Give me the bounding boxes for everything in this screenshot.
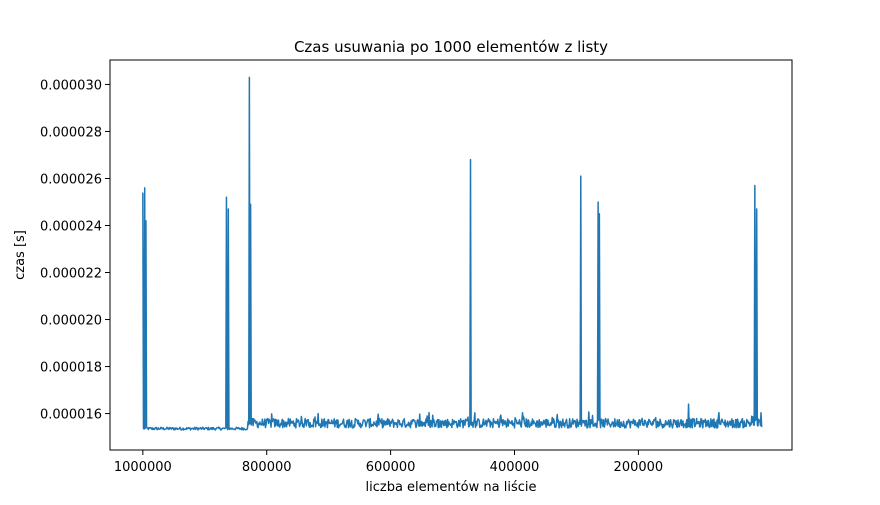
- x-tick-label: 600000: [366, 460, 416, 475]
- y-tick-label: 0.000018: [40, 361, 102, 376]
- x-tick-label: 1000000: [114, 460, 172, 475]
- y-tick-label: 0.000026: [40, 172, 102, 187]
- x-axis-ticks: 1000000 800000 600000 400000 200000: [114, 450, 663, 475]
- chart-title: Czas usuwania po 1000 elementów z listy: [294, 38, 608, 56]
- y-tick-label: 0.000022: [40, 267, 102, 282]
- x-tick-label: 800000: [242, 460, 292, 475]
- y-axis-label: czas [s]: [13, 230, 28, 280]
- y-tick-label: 0.000024: [40, 219, 102, 234]
- y-tick-label: 0.000020: [40, 314, 102, 329]
- y-axis-ticks: 0.000016 0.000018 0.000020 0.000022 0.000024…: [40, 78, 110, 423]
- series-line: [142, 76, 763, 431]
- y-tick-label: 0.000016: [40, 408, 102, 423]
- x-axis-label: liczba elementów na liście: [366, 480, 537, 495]
- plot-area: [142, 76, 763, 431]
- y-tick-label: 0.000030: [40, 78, 102, 93]
- x-tick-label: 200000: [614, 460, 664, 475]
- plot-frame: [109, 59, 793, 451]
- x-tick-label: 400000: [490, 460, 540, 475]
- y-tick-label: 0.000028: [40, 125, 102, 140]
